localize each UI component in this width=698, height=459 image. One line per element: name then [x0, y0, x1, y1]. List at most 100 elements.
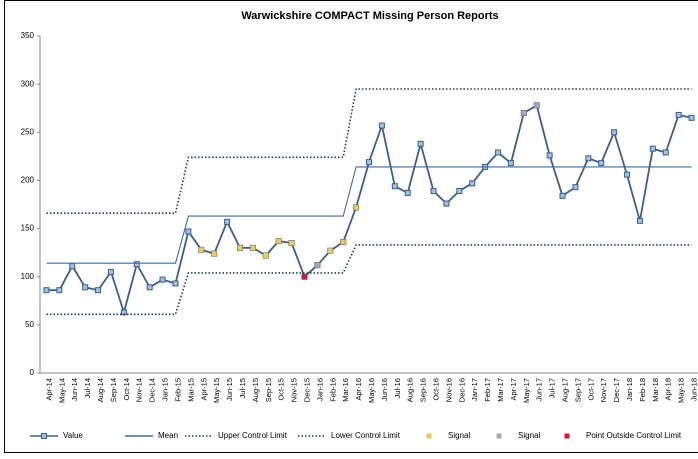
marker [276, 238, 282, 244]
marker [624, 171, 631, 178]
marker [559, 192, 566, 199]
marker [649, 145, 656, 152]
x-tick-label: Apr-16 [354, 378, 363, 401]
x-tick-label: Mar-18 [651, 378, 660, 402]
marker [456, 188, 463, 195]
marker [82, 284, 89, 291]
x-tick-label: Apr-15 [199, 378, 208, 401]
x-tick-label: Jun-18 [690, 378, 698, 401]
marker [688, 114, 695, 121]
x-tick-label: Feb-17 [483, 378, 492, 402]
y-tick-label: 250 [21, 127, 35, 136]
x-tick-label: Jan-17 [470, 378, 479, 401]
x-tick-label: Dec-15 [302, 378, 311, 402]
x-tick-label: Jan-15 [161, 378, 170, 401]
marker [598, 160, 605, 167]
x-tick-label: Mar-17 [496, 378, 505, 402]
marker [662, 149, 669, 156]
x-tick-label: Apr-18 [664, 378, 673, 401]
x-tick-label: Jun-16 [380, 378, 389, 401]
x-tick-label: Jul-14 [83, 378, 92, 398]
y-tick-label: 200 [21, 176, 35, 185]
marker [107, 268, 114, 275]
marker [224, 218, 231, 225]
x-tick-label: Sep-17 [573, 378, 582, 402]
marker [430, 188, 437, 195]
legend-label: Signal [518, 431, 540, 440]
x-tick-label: Aug-14 [96, 378, 105, 402]
x-tick-label: May-14 [57, 378, 66, 403]
x-tick-label: Jul-17 [548, 378, 557, 398]
x-tick-label: Aug-17 [561, 378, 570, 402]
legend-label: Lower Control Limit [331, 431, 401, 440]
marker [546, 152, 553, 159]
x-tick-label: Feb-16 [328, 378, 337, 402]
y-tick-label: 300 [21, 79, 35, 88]
marker [469, 180, 476, 187]
x-tick-label: Feb-15 [173, 378, 182, 402]
x-tick-label: Dec-17 [612, 378, 621, 402]
x-tick-label: Nov-17 [599, 378, 608, 402]
x-tick-label: Jun-17 [535, 378, 544, 401]
marker [564, 433, 570, 439]
x-tick-label: Oct-15 [277, 378, 286, 401]
marker [43, 287, 50, 294]
marker [172, 280, 179, 287]
marker [585, 155, 592, 162]
y-tick-label: 150 [21, 224, 35, 233]
marker [211, 251, 217, 257]
marker [159, 276, 166, 283]
legend-label: Point Outside Control Limit [586, 431, 682, 440]
x-tick-label: Apr-17 [509, 378, 518, 401]
series-line [46, 244, 692, 316]
marker [250, 245, 256, 251]
x-tick-label: Oct-14 [122, 378, 131, 401]
y-tick-label: 350 [21, 31, 35, 40]
x-tick-label: Jul-16 [393, 378, 402, 398]
marker [95, 287, 102, 294]
legend-label: Value [63, 431, 83, 440]
x-tick-label: May-18 [677, 378, 686, 403]
marker [378, 122, 385, 129]
x-tick-label: Jan-18 [625, 378, 634, 401]
marker [572, 184, 579, 191]
marker [404, 189, 411, 196]
x-tick-label: Nov-14 [135, 378, 144, 402]
series-line [46, 88, 692, 214]
marker [69, 263, 76, 270]
x-tick-label: Sep-15 [264, 378, 273, 402]
x-tick-label: Sep-14 [109, 378, 118, 402]
x-tick-label: Apr-14 [44, 378, 53, 401]
chart-title: Warwickshire COMPACT Missing Person Repo… [241, 10, 498, 22]
marker [146, 284, 153, 291]
x-tick-label: Jun-15 [225, 378, 234, 401]
marker [521, 110, 527, 116]
legend-label: Upper Control Limit [218, 431, 288, 440]
x-tick-label: Mar-16 [341, 378, 350, 402]
x-tick-label: Jan-16 [315, 378, 324, 401]
x-tick-label: Dec-14 [148, 378, 157, 402]
x-tick-label: May-15 [212, 378, 221, 403]
marker [496, 433, 502, 439]
x-tick-label: Jul-15 [238, 378, 247, 398]
marker [340, 239, 346, 245]
x-tick-label: Dec-16 [457, 378, 466, 402]
marker [314, 262, 320, 268]
marker [133, 261, 140, 268]
x-tick-label: Nov-15 [290, 378, 299, 402]
x-tick-label: May-16 [367, 378, 376, 403]
y-tick-label: 0 [30, 368, 35, 377]
marker [41, 433, 47, 439]
legend-label: Mean [158, 431, 178, 440]
marker [237, 245, 243, 251]
x-tick-label: Oct-17 [586, 378, 595, 401]
marker [611, 129, 618, 136]
marker [426, 433, 432, 439]
marker [534, 102, 540, 108]
marker [417, 140, 424, 147]
legend-label: Signal [448, 431, 470, 440]
marker [263, 253, 269, 259]
marker [495, 149, 502, 156]
x-tick-label: Oct-16 [431, 378, 440, 401]
